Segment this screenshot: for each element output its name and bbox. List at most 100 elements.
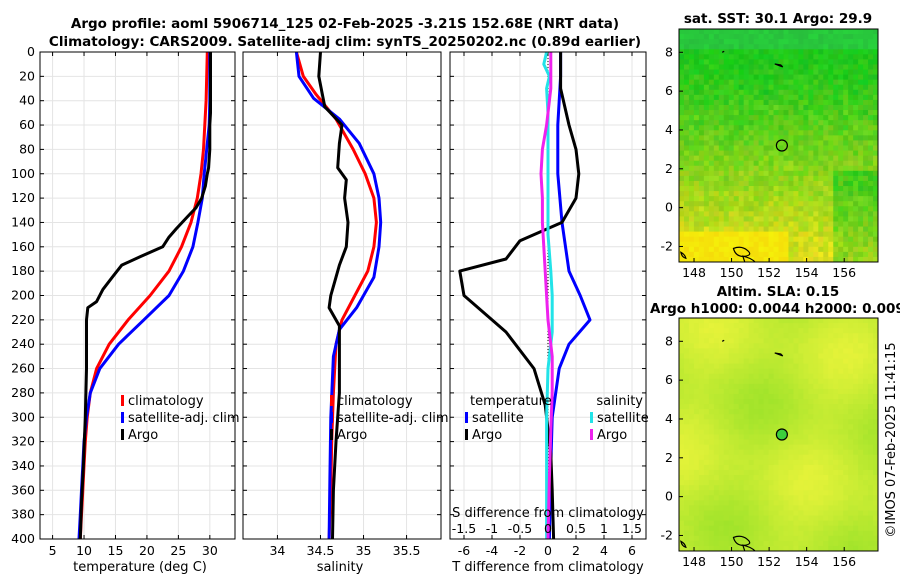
map-cell [748,74,755,81]
map-cell [708,241,715,248]
map-cell [813,454,819,461]
map-cell [733,196,740,202]
map-cell [833,155,839,162]
map-cell [733,89,740,96]
map-cell [763,39,770,45]
map-cell [688,120,695,126]
map-cell [723,505,730,512]
map-cell [863,328,869,334]
map-cell [763,221,770,228]
map-cell [858,459,864,466]
map-cell [728,480,735,486]
map-cell [783,201,790,207]
map-cell [758,241,765,248]
map-cell [679,378,685,385]
map-cell [823,64,829,71]
map-cell [848,241,854,248]
map-cell [683,74,690,81]
map-cell [798,206,804,212]
map-cell [738,393,745,400]
map-cell [753,480,760,486]
map-cell [788,525,795,532]
map-cell [738,419,745,425]
map-cell [683,231,690,238]
map-cell [818,485,824,491]
map-cell [738,414,745,420]
map-cell [863,115,869,121]
x-tick-label: 152 [757,265,781,280]
map-cell [683,388,690,395]
map-cell [733,120,740,126]
map-cell [803,99,809,106]
map-cell [708,130,715,136]
map-cell [873,79,878,86]
map-cell [768,89,775,96]
map-cell [723,475,730,481]
map-cell [688,186,695,192]
map-cell [813,54,819,60]
map-cell [828,485,834,491]
map-cell [853,150,859,157]
map-cell [758,170,765,177]
map-cell [838,221,844,228]
map-cell [793,454,799,461]
map-cell [733,44,740,50]
map-cell [728,115,735,121]
map-cell [733,79,740,86]
map-cell [768,378,775,385]
map-cell [843,196,849,202]
map-cell [868,221,874,228]
map-cell [718,378,725,385]
map-cell [858,94,864,101]
map-cell [848,515,854,522]
map-cell [793,104,799,111]
series-line-t-satellite [547,52,592,540]
map-cell [788,429,795,436]
map-cell [853,449,859,456]
map-cell [693,94,700,101]
map-cell [773,363,780,370]
map-cell [688,333,695,339]
map-cell [788,318,795,324]
map-cell [698,318,705,324]
map-cell [743,454,750,461]
map-cell [783,44,790,50]
map-cell [833,44,839,50]
map-cell [713,530,720,537]
map-cell [828,251,834,258]
map-cell [863,64,869,71]
map-cell [848,155,854,162]
map-cell [768,358,775,365]
map-cell [743,485,750,491]
map-cell [808,404,814,410]
map-cell [863,520,869,527]
map-cell [693,399,700,405]
map-cell [818,201,824,207]
map-cell [798,84,804,91]
map-cell [718,439,725,446]
map-cell [679,404,685,410]
map-cell [828,358,834,365]
map-cell [803,130,809,136]
map-cell [793,459,799,466]
map-cell [783,480,790,486]
map-cell [718,333,725,339]
map-cell [708,368,715,375]
map-cell [828,29,834,35]
map-cell [723,485,730,491]
map-cell [773,343,780,349]
x-tick-label: 0 [544,543,552,558]
map-cell [768,343,775,349]
map-cell [698,545,705,551]
map-cell [703,211,710,218]
map-cell [693,49,700,55]
map-cell [838,84,844,91]
map-cell [693,338,700,344]
map-cell [683,145,690,152]
map-cell [728,373,735,380]
map-cell [723,191,730,197]
map-cell [768,39,775,45]
map-cell [773,251,780,258]
map-cell [848,444,854,451]
map-cell [683,459,690,466]
